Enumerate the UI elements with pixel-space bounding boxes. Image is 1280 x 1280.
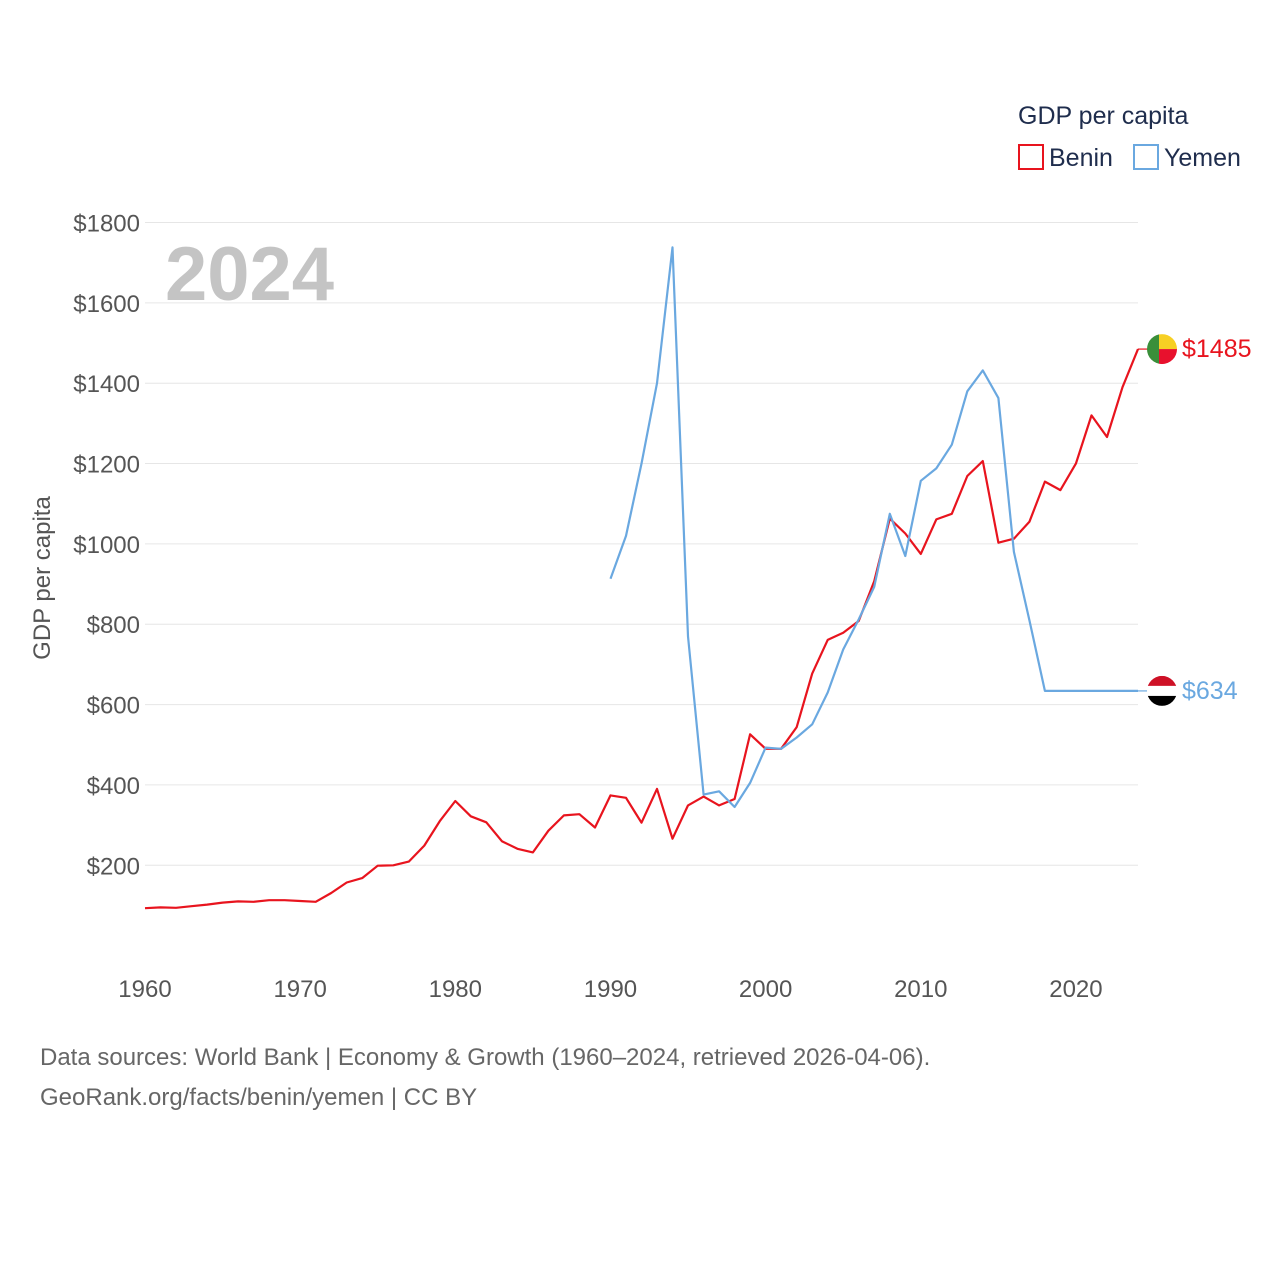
- series-lines: [144, 246, 1148, 910]
- footer-sources: Data sources: World Bank | Economy & Gro…: [40, 1044, 931, 1071]
- benin-end-marker: $1485: [1147, 334, 1252, 365]
- y-tick-label: $1000: [73, 532, 140, 559]
- y-axis-ticks: $200 $400 $600 $800 $1000 $1200 $1400 $1600 $180…: [73, 211, 140, 881]
- x-tick-label: 1960: [118, 976, 171, 1003]
- legend-swatch-benin[interactable]: [1018, 144, 1044, 170]
- y-tick-label: $200: [87, 853, 140, 880]
- grid-lines: [145, 222, 1138, 866]
- x-tick-label: 2000: [739, 976, 792, 1003]
- legend-label-yemen[interactable]: Yemen: [1164, 144, 1241, 172]
- series-line-benin[interactable]: [144, 348, 1140, 910]
- x-tick-label: 2010: [894, 976, 947, 1003]
- x-tick-label: 2020: [1049, 976, 1102, 1003]
- series-line-yemen[interactable]: [609, 246, 1139, 809]
- benin-end-value-label: $1485: [1182, 335, 1252, 363]
- legend-title: GDP per capita: [1018, 102, 1189, 130]
- benin-flag-icon: [1147, 334, 1177, 365]
- legend-label-benin[interactable]: Benin: [1049, 144, 1113, 172]
- y-tick-label: $1600: [73, 291, 140, 318]
- x-tick-label: 1980: [429, 976, 482, 1003]
- yemen-flag-icon: [1147, 675, 1177, 706]
- y-tick-label: $1400: [73, 371, 140, 398]
- y-tick-label: $1800: [73, 211, 140, 238]
- yemen-end-marker: $634: [1147, 675, 1238, 706]
- yemen-end-value-label: $634: [1182, 677, 1238, 705]
- footer-attribution[interactable]: GeoRank.org/facts/benin/yemen | CC BY: [40, 1084, 478, 1111]
- y-tick-label: $800: [87, 612, 140, 639]
- y-tick-label: $1200: [73, 452, 140, 479]
- legend-swatch-yemen[interactable]: [1133, 144, 1159, 170]
- x-tick-label: 1970: [273, 976, 326, 1003]
- x-tick-label: 1990: [584, 976, 637, 1003]
- x-axis-ticks: 1960 1970 1980 1990 2000 2010 2020: [118, 976, 1102, 1003]
- y-axis-title: GDP per capita: [29, 496, 56, 660]
- legend: GDP per capita Benin Yemen: [1018, 102, 1241, 172]
- y-tick-label: $600: [87, 693, 140, 720]
- y-tick-label: $400: [87, 773, 140, 800]
- year-stamp: 2024: [165, 232, 334, 317]
